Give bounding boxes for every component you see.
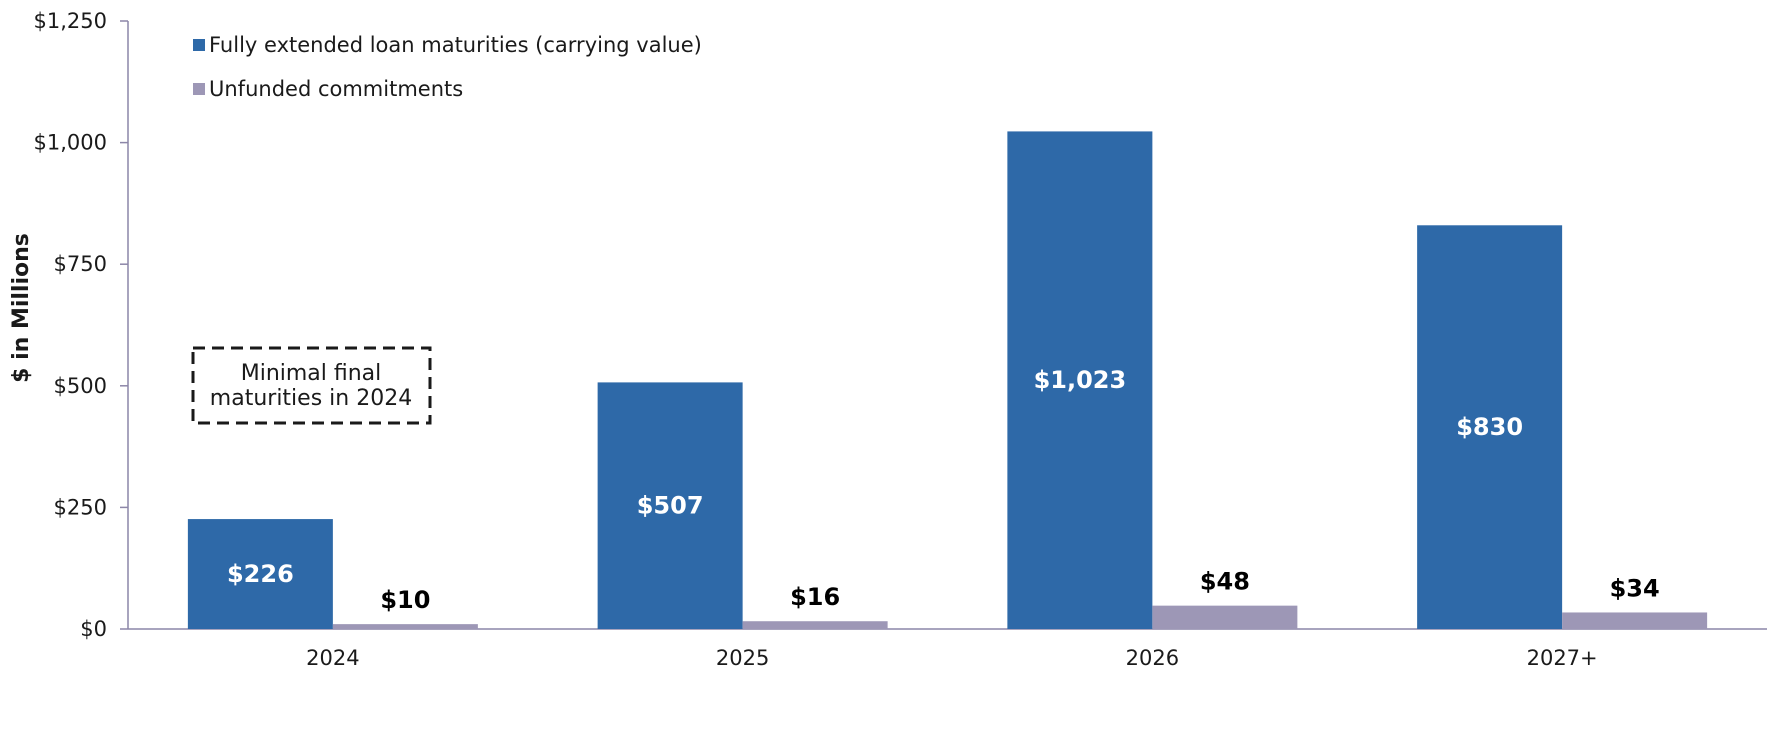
bars-group: $226 $10 $507 $16 $1,023 $48 $830 $34 <box>187 131 1708 630</box>
y-tick-label: $500 <box>54 374 107 398</box>
bar-loan-maturities <box>1007 131 1153 630</box>
y-tick-label: $750 <box>54 252 107 276</box>
y-tick-label: $0 <box>80 617 107 641</box>
y-axis-title: $ in Millions <box>9 233 34 383</box>
x-tick-label: 2026 <box>1126 646 1179 670</box>
bar-loan-maturities <box>1417 225 1563 629</box>
data-label: $507 <box>637 492 704 520</box>
data-label: $16 <box>790 583 840 611</box>
legend-swatch-unfunded-commitments <box>193 83 205 95</box>
y-tick-label: $250 <box>54 495 107 519</box>
x-axis-ticks: 2024 2025 2026 2027+ <box>306 646 1598 670</box>
y-tick-label: $1,000 <box>34 131 107 155</box>
bar-unfunded-commitments <box>742 621 888 629</box>
legend-label-unfunded-commitments: Unfunded commitments <box>209 77 463 101</box>
annotation-line-2: maturities in 2024 <box>210 386 412 411</box>
y-tick-label: $1,250 <box>34 9 107 33</box>
x-tick-label: 2024 <box>306 646 359 670</box>
legend: Fully extended loan maturities (carrying… <box>193 33 702 101</box>
y-axis-ticks: $0 $250 $500 $750 $1,000 $1,250 <box>34 9 128 641</box>
x-tick-label: 2027+ <box>1527 646 1598 670</box>
annotation-line-1: Minimal final <box>241 361 382 386</box>
data-label: $1,023 <box>1034 366 1127 394</box>
bar-unfunded-commitments <box>332 624 478 629</box>
annotation-border <box>191 346 432 425</box>
data-label: $10 <box>380 586 430 614</box>
legend-label-loan-maturities: Fully extended loan maturities (carrying… <box>209 33 702 57</box>
bar-loan-maturities <box>187 519 333 629</box>
bar-unfunded-commitments <box>1152 605 1298 629</box>
data-label: $48 <box>1200 568 1250 596</box>
bar-loan-maturities <box>597 382 743 629</box>
x-tick-label: 2025 <box>716 646 769 670</box>
legend-swatch-loan-maturities <box>193 39 205 51</box>
bar-unfunded-commitments <box>1562 612 1708 629</box>
data-label: $226 <box>227 560 294 588</box>
annotation-box: Minimal final maturities in 2024 <box>191 346 432 425</box>
data-label: $34 <box>1610 574 1660 602</box>
data-label: $830 <box>1456 413 1523 441</box>
